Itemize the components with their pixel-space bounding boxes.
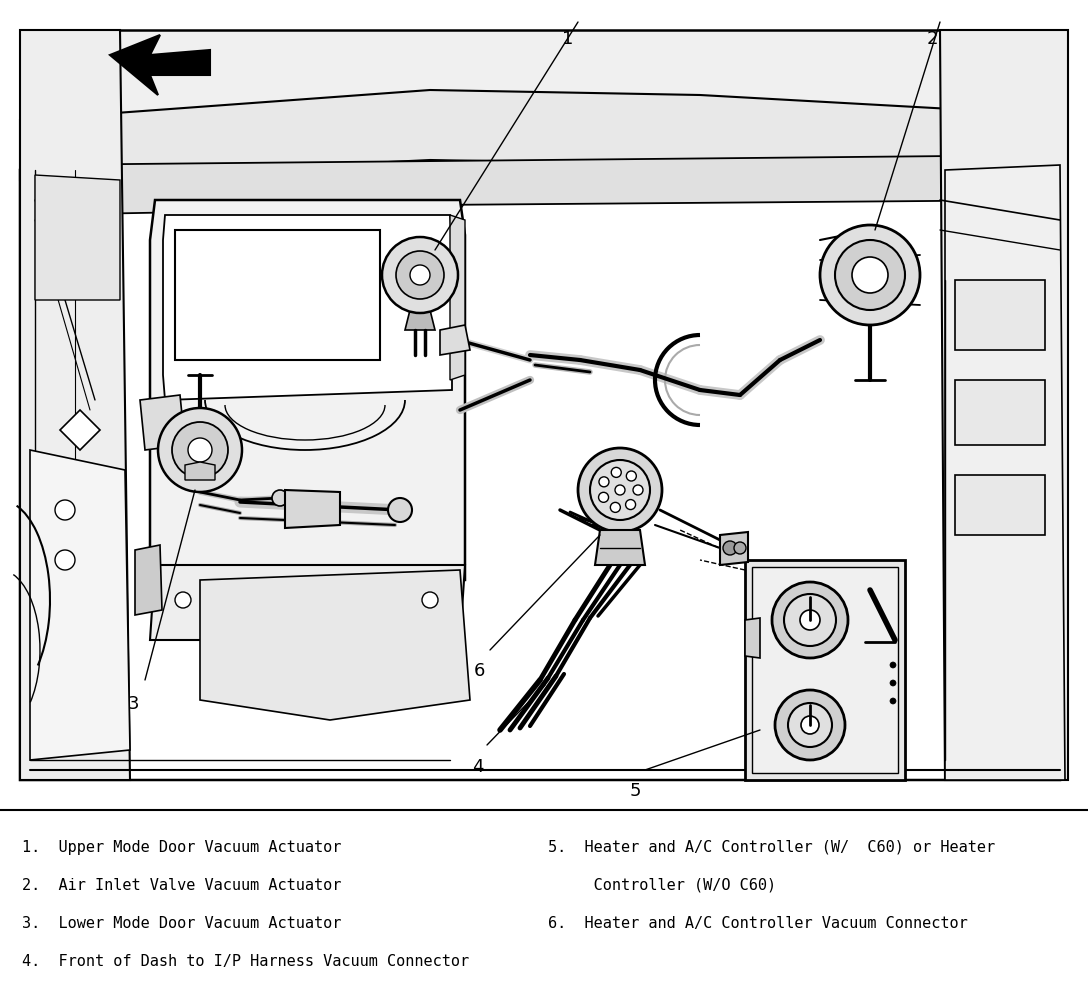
Polygon shape <box>20 90 1060 180</box>
Circle shape <box>188 438 212 462</box>
Polygon shape <box>30 450 129 760</box>
Polygon shape <box>200 570 470 720</box>
Polygon shape <box>595 530 645 565</box>
Polygon shape <box>405 310 435 330</box>
Circle shape <box>611 467 621 477</box>
Polygon shape <box>60 410 100 450</box>
Circle shape <box>599 477 609 487</box>
Circle shape <box>627 471 636 481</box>
Text: 1: 1 <box>562 30 573 48</box>
Polygon shape <box>745 618 761 658</box>
Circle shape <box>610 502 620 512</box>
Polygon shape <box>20 30 129 780</box>
Circle shape <box>784 594 836 646</box>
Bar <box>955 380 1044 445</box>
Circle shape <box>272 490 288 506</box>
Circle shape <box>175 592 191 608</box>
Polygon shape <box>440 325 470 355</box>
Text: 1.  Upper Mode Door Vacuum Actuator: 1. Upper Mode Door Vacuum Actuator <box>22 840 342 855</box>
Circle shape <box>55 550 75 570</box>
Polygon shape <box>945 165 1065 780</box>
Circle shape <box>820 225 920 325</box>
Circle shape <box>890 698 897 704</box>
Circle shape <box>598 492 608 502</box>
Text: 5.  Heater and A/C Controller (W/  C60) or Heater: 5. Heater and A/C Controller (W/ C60) or… <box>548 840 996 855</box>
Circle shape <box>734 542 746 554</box>
Polygon shape <box>135 545 162 615</box>
Polygon shape <box>285 490 339 528</box>
Text: 4: 4 <box>472 758 484 776</box>
Polygon shape <box>450 215 465 380</box>
Polygon shape <box>752 567 898 773</box>
Text: 2.  Air Inlet Valve Vacuum Actuator: 2. Air Inlet Valve Vacuum Actuator <box>22 878 342 893</box>
Text: 6.  Heater and A/C Controller Vacuum Connector: 6. Heater and A/C Controller Vacuum Conn… <box>548 916 967 931</box>
Polygon shape <box>150 565 465 640</box>
Polygon shape <box>745 560 905 780</box>
Circle shape <box>158 408 242 492</box>
Circle shape <box>382 237 458 313</box>
Polygon shape <box>720 532 749 565</box>
Circle shape <box>772 582 848 658</box>
Circle shape <box>55 500 75 520</box>
Circle shape <box>852 257 888 293</box>
Circle shape <box>800 610 820 630</box>
Text: 6: 6 <box>473 662 484 680</box>
Circle shape <box>410 265 430 285</box>
Polygon shape <box>185 462 215 480</box>
Circle shape <box>633 485 643 495</box>
Circle shape <box>396 251 444 299</box>
Circle shape <box>172 422 228 478</box>
Polygon shape <box>20 30 1060 130</box>
Circle shape <box>890 662 897 668</box>
Circle shape <box>615 485 625 495</box>
Polygon shape <box>30 155 1055 215</box>
Circle shape <box>801 716 819 734</box>
Polygon shape <box>20 160 1060 780</box>
Text: Controller (W/O C60): Controller (W/O C60) <box>548 878 776 893</box>
Circle shape <box>626 500 635 510</box>
Circle shape <box>388 498 412 522</box>
Polygon shape <box>175 230 380 360</box>
Polygon shape <box>163 215 452 400</box>
Bar <box>955 475 1044 535</box>
Text: 4.  Front of Dash to I/P Harness Vacuum Connector: 4. Front of Dash to I/P Harness Vacuum C… <box>22 954 469 969</box>
Circle shape <box>422 592 438 608</box>
Polygon shape <box>140 395 185 450</box>
Polygon shape <box>150 200 465 600</box>
Text: 5: 5 <box>629 782 641 800</box>
Text: 3.  Lower Mode Door Vacuum Actuator: 3. Lower Mode Door Vacuum Actuator <box>22 916 342 931</box>
Circle shape <box>788 703 832 747</box>
Bar <box>955 280 1044 350</box>
Circle shape <box>578 448 662 532</box>
Circle shape <box>775 690 845 760</box>
Text: 3: 3 <box>127 695 139 713</box>
Polygon shape <box>940 30 1068 780</box>
Text: 2: 2 <box>926 30 938 48</box>
Polygon shape <box>110 35 210 95</box>
Circle shape <box>590 460 650 520</box>
Circle shape <box>724 541 737 555</box>
Circle shape <box>890 680 897 686</box>
Polygon shape <box>35 175 120 300</box>
Circle shape <box>834 240 905 310</box>
